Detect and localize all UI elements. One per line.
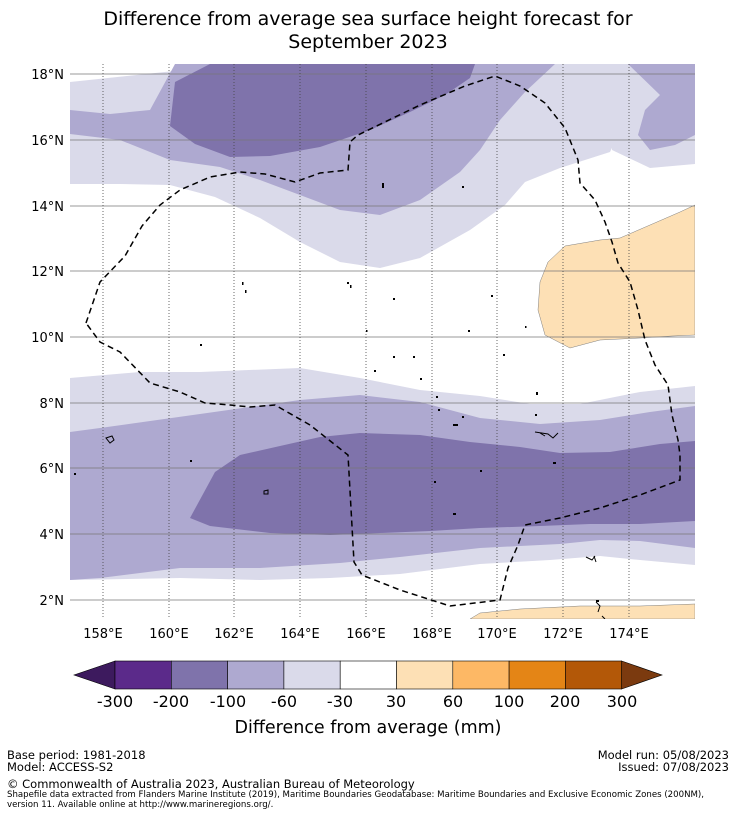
footer-right: Model run: 05/08/2023 Issued: 07/08/2023: [598, 749, 729, 773]
contour-south-plus30: [469, 603, 695, 619]
colorbar-segment: [508, 660, 566, 690]
lat-label: 18°N: [31, 68, 64, 83]
model-name: Model: ACCESS-S2: [7, 760, 114, 774]
title-line-2: September 2023: [288, 31, 448, 53]
base-period: Base period: 1981-2018: [7, 748, 146, 762]
lat-label: 16°N: [31, 134, 64, 149]
colorbar-segment: [565, 660, 623, 690]
colorbar-title: Difference from average (mm): [234, 718, 501, 738]
contour-north-minus100-east: [655, 64, 695, 80]
eez-boundary-line: [85, 75, 681, 607]
colorbar-segment: [227, 660, 285, 690]
colorbar-tick: -60: [271, 692, 297, 711]
longitude-labels: 158°E 160°E 162°E 164°E 166°E 168°E 170°…: [83, 627, 649, 642]
model-run: Model run: 05/08/2023: [597, 748, 729, 762]
map-plot-area: [70, 64, 695, 619]
colorbar-tick: 100: [494, 692, 525, 711]
contour-north-minus100: [170, 64, 475, 157]
lon-label: 170°E: [477, 627, 517, 642]
lat-label: 8°N: [40, 397, 65, 412]
contour-south-minus100: [190, 433, 695, 535]
colorbar-tick: -30: [327, 692, 353, 711]
lon-label: 158°E: [83, 627, 123, 642]
colorbar-min-extension: [73, 660, 116, 690]
lon-label: 174°E: [609, 627, 649, 642]
colorbar: [73, 660, 663, 690]
colorbar-segment: [114, 660, 172, 690]
colorbar-segment: [339, 660, 397, 690]
lat-label: 4°N: [40, 528, 65, 543]
colorbar-segment: [171, 660, 228, 690]
colorbar-tick: -300: [97, 692, 133, 711]
copyright: © Commonwealth of Australia 2023, Austra…: [7, 777, 415, 791]
lat-label: 12°N: [31, 265, 64, 280]
lat-label: 2°N: [40, 594, 65, 609]
longitude-gridlines: [102, 64, 630, 619]
island-dots: [74, 183, 599, 602]
sea-surface-map: 18°N 16°N 14°N 12°N 10°N 8°N 6°N 4°N 2°N…: [31, 64, 695, 738]
lon-label: 164°E: [280, 627, 320, 642]
lon-label: 160°E: [149, 627, 189, 642]
colorbar-segment: [396, 660, 454, 690]
colorbar-tick: -200: [153, 692, 189, 711]
footer-left: Base period: 1981-2018 Model: ACCESS-S2: [7, 749, 146, 773]
island-outlines: [105, 431, 606, 619]
latitude-gridlines: [70, 73, 695, 601]
lon-label: 168°E: [412, 627, 452, 642]
colorbar-tick: 200: [550, 692, 581, 711]
colorbar-max-extension: [621, 660, 663, 690]
contour-north-minus60-east: [628, 64, 695, 150]
colorbar-segment: [452, 660, 510, 690]
colorbar-ticks: -300 -200 -100 -60 -30 30 60 100 200 300: [97, 692, 637, 711]
colorbar-tick: 300: [607, 692, 638, 711]
latitude-labels: 18°N 16°N 14°N 12°N 10°N 8°N 6°N 4°N 2°N: [31, 68, 64, 609]
lon-label: 162°E: [214, 627, 254, 642]
lon-label: 166°E: [346, 627, 386, 642]
chart-title: Difference from average sea surface heig…: [0, 8, 736, 54]
title-line-1: Difference from average sea surface heig…: [103, 8, 633, 30]
shapefile-credit: Shapefile data extracted from Flanders M…: [7, 790, 704, 810]
colorbar-tick: 60: [443, 692, 463, 711]
lat-label: 10°N: [31, 331, 64, 346]
colorbar-tick: -100: [210, 692, 246, 711]
lat-label: 14°N: [31, 200, 64, 215]
lon-label: 172°E: [543, 627, 583, 642]
issued-date: Issued: 07/08/2023: [618, 760, 729, 774]
contour-east-plus30: [537, 204, 695, 349]
colorbar-tick: 30: [386, 692, 406, 711]
lat-label: 6°N: [40, 462, 65, 477]
colorbar-segment: [283, 660, 341, 690]
